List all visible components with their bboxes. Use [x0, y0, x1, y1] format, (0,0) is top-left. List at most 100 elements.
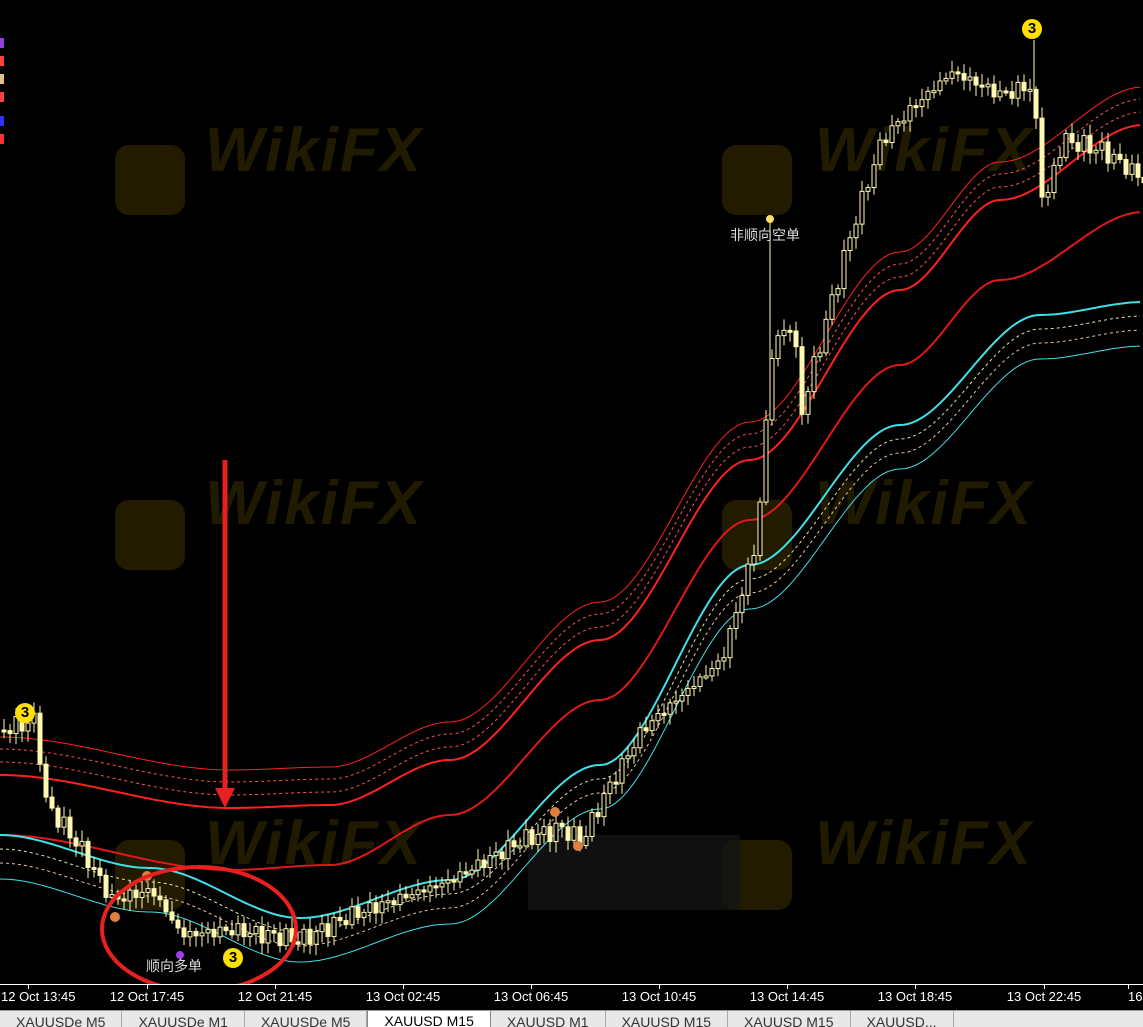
- candle-body: [721, 657, 727, 662]
- candle-body: [781, 329, 787, 337]
- candle-body: [859, 190, 865, 225]
- candle-body: [265, 930, 271, 944]
- chart-tab[interactable]: XAUUSDe M5: [0, 1011, 123, 1027]
- candle-body: [715, 660, 721, 670]
- candle-body: [763, 419, 769, 503]
- signal-badge: 3: [1022, 19, 1042, 39]
- candle-body: [691, 685, 697, 689]
- candle-body: [415, 889, 421, 896]
- candle-body: [541, 826, 547, 835]
- candle-body: [457, 871, 463, 883]
- candle-body: [667, 702, 673, 715]
- candle-body: [397, 893, 403, 906]
- upper-band-outer-line: [0, 86, 1141, 771]
- candle-body: [853, 223, 859, 239]
- x-tick-label: 16: [1128, 989, 1143, 1004]
- candle-body: [553, 822, 559, 843]
- candle-body: [259, 925, 265, 944]
- candle-body: [961, 73, 967, 81]
- candle-body: [385, 900, 391, 904]
- chart-tab[interactable]: XAUUSD M15: [728, 1011, 851, 1027]
- chart-tab[interactable]: XAUUSDe M5: [245, 1011, 368, 1027]
- candle-body: [361, 911, 367, 918]
- candle-body: [91, 867, 97, 871]
- chart-tab[interactable]: XAUUSD M15: [606, 1011, 729, 1027]
- candle-body: [619, 758, 625, 784]
- candle-body: [175, 919, 181, 929]
- candle-body: [97, 867, 103, 876]
- candle-body: [937, 80, 943, 92]
- candle-body: [595, 812, 601, 818]
- legend-mark: [0, 116, 4, 126]
- x-tick-label: 12 Oct 17:45: [109, 989, 185, 1004]
- candle-body: [955, 71, 961, 75]
- x-tick-mark: [28, 984, 29, 989]
- candle-body: [181, 927, 187, 938]
- candle-body: [133, 889, 139, 898]
- candle-body: [685, 687, 691, 696]
- candle-body: [295, 941, 301, 945]
- candle-body: [25, 722, 31, 732]
- candle-body: [427, 885, 433, 893]
- candle-body: [877, 139, 883, 166]
- candle-body: [325, 923, 331, 938]
- candle-body: [775, 335, 781, 360]
- candle-body: [679, 694, 685, 702]
- candle-body: [805, 391, 811, 415]
- candle-body: [157, 895, 163, 901]
- candle-body: [517, 845, 523, 849]
- candle-body: [841, 249, 847, 290]
- x-tick-mark: [787, 984, 788, 989]
- signal-dot: [766, 215, 774, 223]
- candle-body: [661, 712, 667, 716]
- watermark-logo: [722, 500, 792, 570]
- chart-tab[interactable]: XAUUSD M1: [491, 1011, 606, 1027]
- candle-body: [271, 930, 277, 934]
- candle-body: [799, 346, 805, 415]
- candle-body: [745, 563, 751, 596]
- candle-body: [979, 84, 985, 88]
- candle-body: [1063, 133, 1069, 159]
- long-signal-label: 顺向多单: [146, 958, 202, 974]
- candle-body: [583, 835, 589, 846]
- signal-badge: 3: [15, 703, 35, 723]
- x-tick-label: 12 Oct 21:45: [237, 989, 313, 1004]
- lower-band-dashed-line: [0, 315, 1141, 933]
- lower-band-inner-line: [0, 301, 1141, 920]
- candle-body: [1003, 90, 1009, 94]
- price-chart[interactable]: WikiFX WikiFX WikiFX WikiFX WikiFX WikiF…: [0, 0, 1143, 984]
- x-tick-mark: [403, 984, 404, 989]
- candle-body: [1045, 192, 1051, 198]
- candle-body: [121, 898, 127, 902]
- candle-body: [727, 628, 733, 659]
- candle-body: [925, 90, 931, 101]
- candle-body: [199, 932, 205, 937]
- x-tick-mark: [275, 984, 276, 989]
- chart-tab[interactable]: XAUUSDe M1: [122, 1011, 245, 1027]
- candle-body: [919, 99, 925, 108]
- candle-body: [43, 763, 49, 798]
- candle-body: [1, 729, 7, 733]
- candle-body: [379, 901, 385, 914]
- candle-body: [559, 822, 565, 828]
- candle-body: [769, 358, 775, 421]
- candle-body: [493, 851, 499, 857]
- highlight-circle: [100, 865, 298, 984]
- candle-body: [967, 76, 973, 81]
- candle-body: [229, 930, 235, 936]
- candle-body: [847, 237, 853, 251]
- candle-body: [1087, 135, 1093, 154]
- chart-tab[interactable]: XAUUSD M15: [367, 1011, 491, 1027]
- chart-tab[interactable]: XAUUSD...: [851, 1011, 954, 1027]
- candle-body: [1099, 141, 1105, 151]
- candle-body: [787, 329, 793, 333]
- x-tick-label: 12 Oct 13:45: [1, 989, 76, 1004]
- candle-body: [631, 747, 637, 757]
- x-tick-label: 13 Oct 10:45: [621, 989, 697, 1004]
- short-signal-label: 非顺向空单: [730, 227, 800, 243]
- candle-body: [151, 888, 157, 897]
- candle-body: [211, 928, 217, 938]
- signal-badge: 3: [223, 948, 243, 968]
- candle-body: [55, 807, 61, 828]
- candle-body: [895, 121, 901, 127]
